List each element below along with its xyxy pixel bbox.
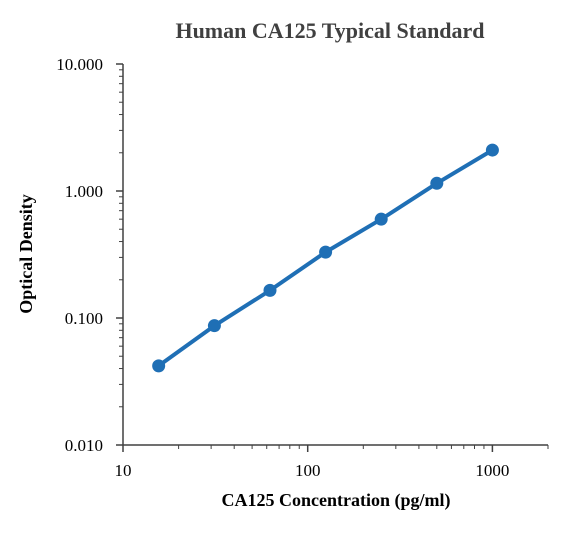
x-tick-label: 1000 [475, 461, 509, 480]
series-points [152, 143, 499, 373]
axes [122, 64, 548, 446]
x-tick-label: 100 [295, 461, 321, 480]
y-ticks [116, 63, 123, 446]
x-axis-title: CA125 Concentration (pg/ml) [222, 490, 451, 511]
x-ticks [122, 445, 549, 452]
data-point [319, 245, 333, 259]
y-tick-label: 0.010 [65, 436, 103, 455]
y-tick-labels: 0.010 0.100 1.000 10.000 [56, 55, 103, 455]
y-tick-label: 0.100 [65, 309, 103, 328]
data-point [263, 283, 277, 297]
data-point [430, 176, 444, 190]
data-point [485, 143, 499, 157]
y-tick-label: 10.000 [56, 55, 103, 74]
y-tick-label: 1.000 [65, 182, 103, 201]
y-axis-title: Optical Density [16, 194, 36, 314]
data-point [374, 212, 388, 226]
x-tick-labels: 10 100 1000 [115, 461, 510, 480]
data-point [152, 359, 166, 373]
data-point [207, 319, 221, 333]
chart-title: Human CA125 Typical Standard [175, 18, 484, 43]
x-tick-label: 10 [115, 461, 132, 480]
